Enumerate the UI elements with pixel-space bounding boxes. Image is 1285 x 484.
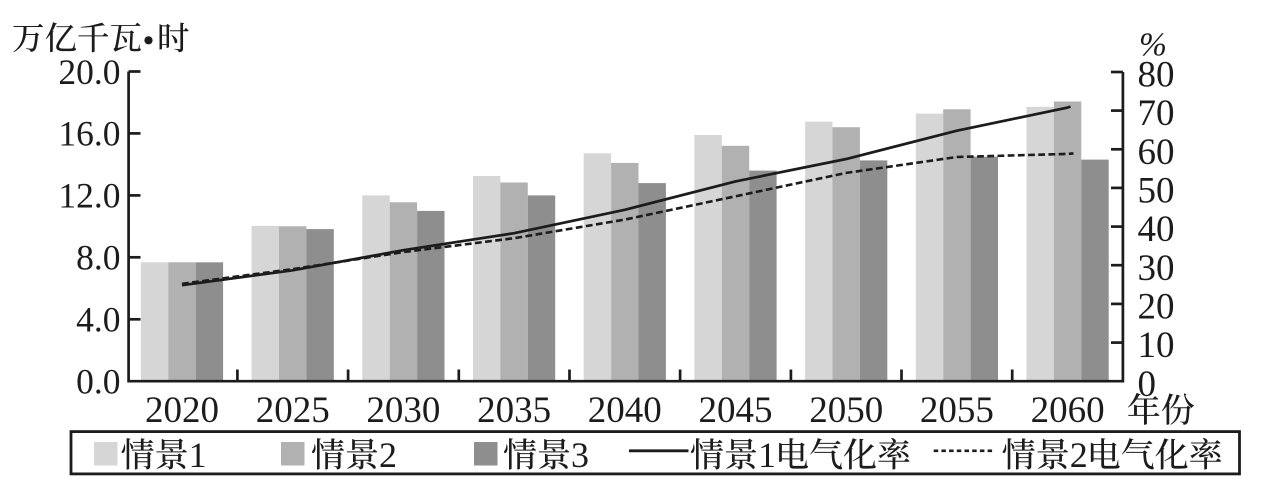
svg-text:50: 50 <box>1138 171 1175 212</box>
svg-text:0: 0 <box>1138 364 1157 405</box>
svg-text:2030: 2030 <box>366 390 440 431</box>
svg-text:30: 30 <box>1138 248 1175 289</box>
svg-text:12.0: 12.0 <box>58 176 120 216</box>
svg-text:20.0: 20.0 <box>58 52 120 92</box>
svg-text:2020: 2020 <box>145 390 219 431</box>
svg-text:60: 60 <box>1138 132 1175 173</box>
svg-text:3: 3 <box>571 435 589 475</box>
svg-text:8.0: 8.0 <box>76 238 120 278</box>
svg-text:2: 2 <box>379 435 397 475</box>
svg-text:2060: 2060 <box>1031 390 1105 431</box>
svg-text:4.0: 4.0 <box>76 300 120 340</box>
svg-text:10: 10 <box>1138 325 1175 366</box>
svg-text:0.0: 0.0 <box>76 362 120 402</box>
svg-text:2: 2 <box>1070 435 1088 475</box>
svg-text:16.0: 16.0 <box>58 114 120 154</box>
svg-text:%: % <box>1139 27 1167 64</box>
svg-text:70: 70 <box>1138 93 1175 134</box>
svg-text:2050: 2050 <box>809 390 883 431</box>
svg-text:2045: 2045 <box>699 390 773 431</box>
svg-text:2055: 2055 <box>920 390 994 431</box>
svg-text:1: 1 <box>189 435 207 475</box>
svg-text:1: 1 <box>758 435 776 475</box>
svg-text:80: 80 <box>1138 55 1175 96</box>
svg-text:2040: 2040 <box>588 390 662 431</box>
svg-text:40: 40 <box>1138 209 1175 250</box>
svg-text:20: 20 <box>1138 287 1175 328</box>
svg-text:2025: 2025 <box>256 390 330 431</box>
svg-text:2035: 2035 <box>477 390 551 431</box>
